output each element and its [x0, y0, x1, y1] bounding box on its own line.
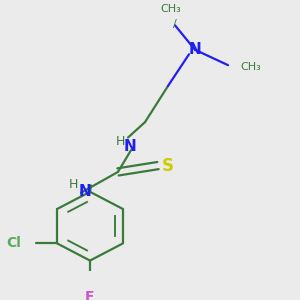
Text: Cl: Cl — [7, 236, 22, 250]
Text: N: N — [79, 184, 92, 199]
Text: CH₃: CH₃ — [160, 4, 182, 14]
Text: F: F — [85, 290, 95, 300]
Text: N: N — [189, 42, 201, 57]
Text: N: N — [124, 139, 136, 154]
Text: H: H — [115, 135, 125, 148]
Text: S: S — [162, 158, 174, 175]
Text: /: / — [173, 19, 177, 28]
Text: H: H — [68, 178, 78, 191]
Text: CH₃: CH₃ — [240, 62, 261, 72]
